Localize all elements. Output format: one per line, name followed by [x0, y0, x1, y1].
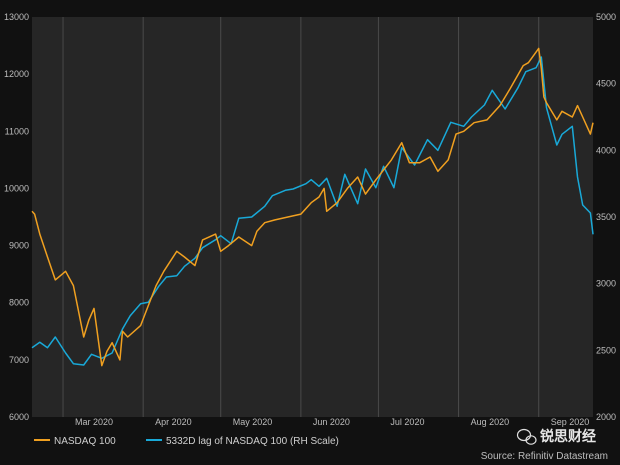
right-axis-ticks: 2000 2500 3000 3500 4000 4500 5000	[596, 12, 616, 422]
left-tick-label: 10000	[4, 183, 29, 193]
x-tick-label: Jun 2020	[313, 417, 350, 427]
x-tick-label: Mar 2020	[75, 417, 113, 427]
nasdaq-100-line	[31, 47, 594, 367]
vertical-gridlines	[62, 17, 540, 417]
left-tick-label: 9000	[9, 241, 29, 251]
x-axis-ticks: Mar 2020 Apr 2020 May 2020 Jun 2020 Jul 2020…	[75, 417, 589, 427]
right-tick-label: 2500	[596, 345, 616, 355]
plot-background	[32, 17, 593, 417]
right-tick-label: 2000	[596, 412, 616, 422]
legend-label-nasdaq-100: NASDAQ 100	[54, 436, 116, 447]
legend-label-lag-series: 5332D lag of NASDAQ 100 (RH Scale)	[166, 436, 339, 447]
right-tick-label: 5000	[596, 12, 616, 22]
left-tick-label: 8000	[9, 298, 29, 308]
left-tick-label: 11000	[5, 126, 29, 136]
left-tick-label: 7000	[9, 355, 29, 365]
right-tick-label: 3500	[596, 212, 616, 222]
x-tick-label: Jul 2020	[390, 417, 424, 427]
legend: NASDAQ 100 5332D lag of NASDAQ 100 (RH S…	[34, 436, 339, 447]
left-tick-label: 6000	[9, 412, 29, 422]
wechat-icon	[516, 428, 537, 445]
right-tick-label: 4500	[596, 79, 616, 89]
left-axis-ticks: 6000 7000 8000 9000 10000 11000 12000 13000	[4, 12, 29, 422]
watermark-text: 锐思财经	[540, 428, 596, 445]
x-tick-label: Sep 2020	[551, 417, 590, 427]
right-tick-label: 3000	[596, 279, 616, 289]
right-tick-label: 4000	[596, 145, 616, 155]
x-tick-label: May 2020	[233, 417, 273, 427]
x-tick-label: Aug 2020	[471, 417, 510, 427]
x-tick-label: Apr 2020	[155, 417, 192, 427]
left-tick-label: 12000	[4, 69, 29, 79]
source-note: Source: Refinitiv Datastream	[481, 451, 608, 462]
lag-nasdaq-100-line	[31, 56, 594, 366]
left-tick-label: 13000	[4, 12, 29, 22]
series-layer	[31, 47, 594, 367]
watermark: 锐思财经	[516, 428, 596, 445]
